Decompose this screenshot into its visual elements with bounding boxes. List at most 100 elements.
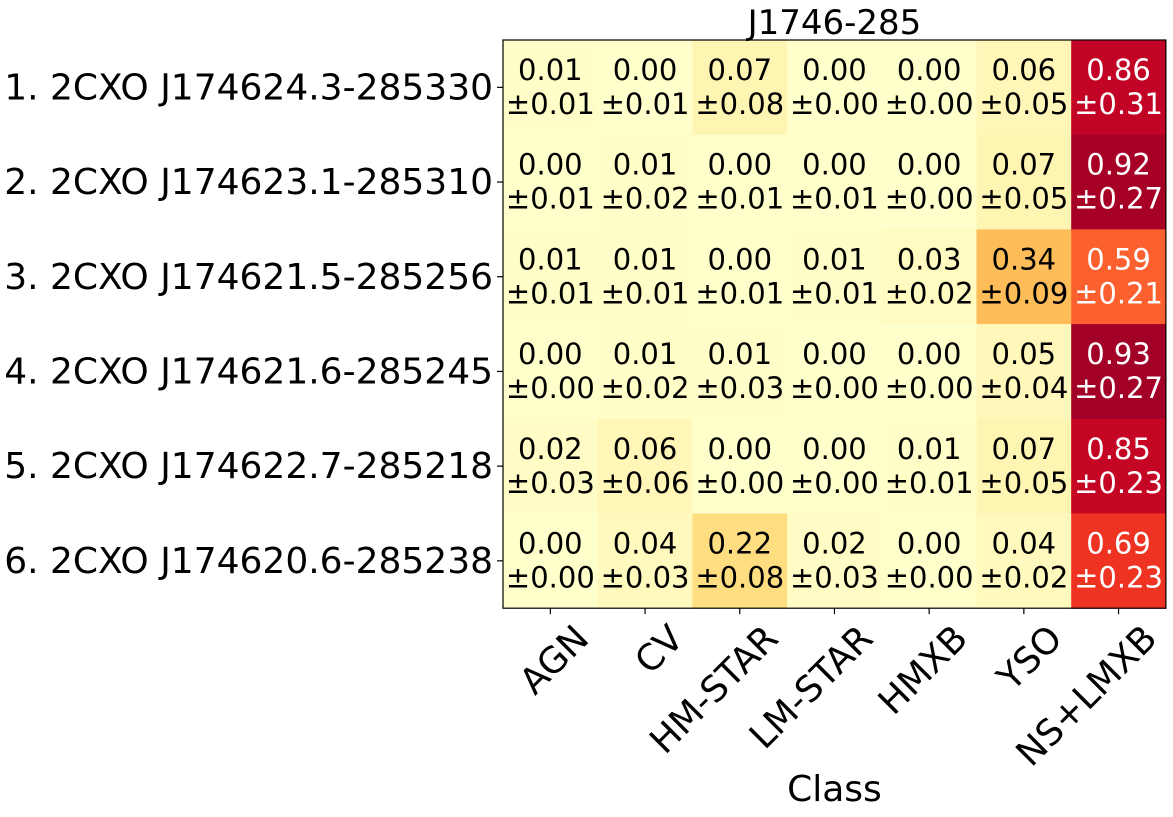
cell-error-label: ±0.01 bbox=[601, 276, 690, 310]
heatmap-cell bbox=[787, 229, 883, 325]
heatmap-cell bbox=[597, 324, 693, 420]
cell-value-label: 0.01 bbox=[518, 242, 583, 276]
cell-error-label: ±0.03 bbox=[601, 561, 690, 595]
cell-error-label: ±0.00 bbox=[885, 371, 974, 405]
cell-value-label: 0.07 bbox=[992, 432, 1057, 466]
y-axis: 1. 2CXO J174624.3-285330 2. 2CXO J174623.… bbox=[4, 67, 503, 582]
cell-error-label: ±0.03 bbox=[695, 371, 784, 405]
heatmap-cell bbox=[881, 229, 978, 325]
heatmap-cell bbox=[787, 513, 883, 609]
cell-value-label: 0.01 bbox=[802, 242, 867, 276]
heatmap-cell bbox=[881, 324, 978, 420]
cell-error-label: ±0.02 bbox=[885, 276, 974, 310]
heatmap-cell bbox=[692, 134, 788, 230]
cell-value-label: 0.86 bbox=[1086, 53, 1151, 87]
cell-value-label: 0.00 bbox=[707, 148, 772, 182]
heatmap-cell bbox=[597, 418, 693, 515]
cell-value-label: 0.07 bbox=[707, 53, 772, 87]
heatmap-cell bbox=[787, 418, 883, 515]
cell-error-label: ±0.00 bbox=[885, 182, 974, 216]
heatmap-cell bbox=[976, 418, 1072, 515]
cell-error-label: ±0.00 bbox=[885, 561, 974, 595]
cell-error-label: ±0.23 bbox=[1074, 466, 1163, 500]
cell-error-label: ±0.27 bbox=[1074, 182, 1163, 216]
heatmap-cell bbox=[976, 40, 1072, 136]
cell-value-label: 0.00 bbox=[897, 337, 962, 371]
heatmap-cell bbox=[976, 134, 1072, 230]
heatmap-cell bbox=[1071, 40, 1167, 136]
x-tick-label: HMXB bbox=[871, 618, 976, 723]
cell-error-label: ±0.08 bbox=[695, 87, 784, 121]
heatmap-cell bbox=[976, 324, 1072, 420]
cell-error-label: ±0.08 bbox=[695, 561, 784, 595]
cell-error-label: ±0.00 bbox=[790, 87, 879, 121]
cell-error-label: ±0.01 bbox=[506, 276, 595, 310]
heatmap-cell bbox=[597, 513, 693, 609]
cell-value-label: 0.85 bbox=[1086, 432, 1151, 466]
cell-error-label: ±0.05 bbox=[979, 466, 1068, 500]
cell-error-label: ±0.02 bbox=[601, 371, 690, 405]
cell-error-label: ±0.04 bbox=[979, 371, 1068, 405]
cell-value-label: 0.00 bbox=[518, 148, 583, 182]
cell-value-label: 0.01 bbox=[897, 432, 962, 466]
cell-error-label: ±0.09 bbox=[979, 276, 1068, 310]
cell-error-label: ±0.31 bbox=[1074, 87, 1163, 121]
cell-value-label: 0.93 bbox=[1086, 337, 1151, 371]
heatmap-cell bbox=[1071, 134, 1167, 230]
cell-value-label: 0.92 bbox=[1086, 148, 1151, 182]
y-tick-label: 1. 2CXO J174624.3-285330 bbox=[4, 67, 493, 108]
cell-value-label: 0.00 bbox=[802, 53, 867, 87]
x-axis-label: Class bbox=[787, 769, 882, 810]
cell-error-label: ±0.23 bbox=[1074, 561, 1163, 595]
cell-error-label: ±0.21 bbox=[1074, 276, 1163, 310]
y-tick-label: 6. 2CXO J174620.6-285238 bbox=[4, 541, 493, 582]
cell-value-label: 0.00 bbox=[802, 337, 867, 371]
cell-error-label: ±0.03 bbox=[506, 466, 595, 500]
cell-error-label: ±0.01 bbox=[601, 87, 690, 121]
heatmap-cell bbox=[692, 40, 788, 136]
cell-value-label: 0.04 bbox=[613, 527, 678, 561]
heatmap-cell bbox=[597, 229, 693, 325]
cell-value-label: 0.00 bbox=[707, 432, 772, 466]
heatmap-cell bbox=[597, 134, 693, 230]
cell-value-label: 0.00 bbox=[707, 242, 772, 276]
cell-error-label: ±0.05 bbox=[979, 87, 1068, 121]
heatmap-cell bbox=[1071, 229, 1167, 325]
y-tick-label: 3. 2CXO J174621.5-285256 bbox=[4, 257, 493, 298]
heatmap-cell bbox=[881, 134, 978, 230]
cell-value-label: 0.00 bbox=[802, 432, 867, 466]
heatmap-cell bbox=[881, 418, 978, 515]
cell-value-label: 0.02 bbox=[518, 432, 583, 466]
cell-value-label: 0.01 bbox=[707, 337, 772, 371]
x-tick-label: YSO bbox=[989, 618, 1070, 699]
cell-value-label: 0.06 bbox=[613, 432, 678, 466]
cell-value-label: 0.06 bbox=[992, 53, 1057, 87]
cell-error-label: ±0.03 bbox=[790, 561, 879, 595]
cell-value-label: 0.03 bbox=[897, 242, 962, 276]
cell-error-label: ±0.01 bbox=[695, 182, 784, 216]
cell-labels: 0.01±0.010.00±0.010.07±0.080.00±0.000.00… bbox=[506, 53, 1163, 595]
cell-value-label: 0.01 bbox=[613, 337, 678, 371]
cell-value-label: 0.00 bbox=[518, 337, 583, 371]
heatmap-cell bbox=[1071, 324, 1167, 420]
heatmap-cell bbox=[976, 229, 1072, 325]
cell-error-label: ±0.02 bbox=[601, 182, 690, 216]
cell-error-label: ±0.27 bbox=[1074, 371, 1163, 405]
cell-error-label: ±0.01 bbox=[506, 87, 595, 121]
cell-value-label: 0.01 bbox=[518, 53, 583, 87]
cell-value-label: 0.01 bbox=[613, 242, 678, 276]
heatmap-cell bbox=[787, 134, 883, 230]
cell-error-label: ±0.01 bbox=[790, 276, 879, 310]
chart-title: J1746-285 bbox=[746, 3, 922, 43]
cell-value-label: 0.00 bbox=[897, 148, 962, 182]
heatmap-cell bbox=[692, 513, 788, 609]
cell-error-label: ±0.00 bbox=[790, 466, 879, 500]
heatmap-cell bbox=[692, 229, 788, 325]
cell-value-label: 0.00 bbox=[518, 527, 583, 561]
heatmap-cell bbox=[881, 513, 978, 609]
heatmap-cell bbox=[503, 134, 599, 230]
heatmap-cell bbox=[976, 513, 1072, 609]
cell-error-label: ±0.01 bbox=[506, 182, 595, 216]
